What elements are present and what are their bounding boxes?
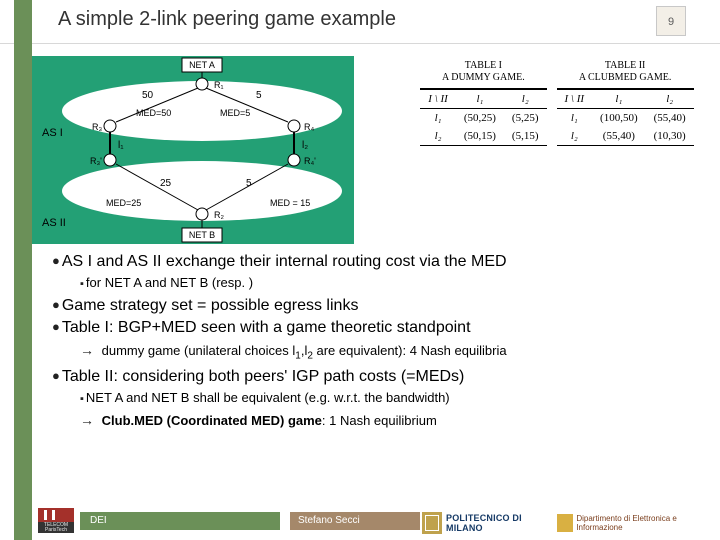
- table1-caption-line2: A DUMMY GAME.: [442, 72, 525, 83]
- polimi-logo-icon: [422, 512, 442, 534]
- polimi-text: POLITECNICO DI MILANO: [446, 513, 551, 533]
- bullet-1-sub: for NET A and NET B (resp. ): [80, 275, 692, 292]
- bullet-2: Game strategy set = possible egress link…: [52, 296, 692, 317]
- svg-text:R₃: R₃: [92, 122, 102, 132]
- bullet-4: Table II: considering both peers' IGP pa…: [52, 367, 692, 388]
- table-1: TABLE I A DUMMY GAME. I \ II l₁ l₂ l₁ (5…: [420, 60, 546, 190]
- svg-text:5: 5: [256, 90, 262, 101]
- dei-logo-icon: [557, 514, 573, 532]
- table1-row2-label: l₂: [420, 127, 456, 146]
- svg-text:R₄: R₄: [304, 122, 314, 132]
- table2-col1: l₁: [592, 89, 646, 109]
- svg-text:MED = 15: MED = 15: [270, 198, 310, 208]
- page-number: 9: [656, 6, 686, 36]
- table2-col2: l₂: [646, 89, 694, 109]
- svg-text:NET B: NET B: [189, 230, 215, 240]
- svg-text:R₁: R₁: [214, 80, 224, 90]
- b4s2-b: Club.MED (Coordinated MED) game: [102, 413, 322, 428]
- table1-r2c1: (50,15): [456, 127, 504, 146]
- b3sub-a: dummy game (unilateral choices l: [102, 343, 296, 358]
- table1-col2: l₂: [504, 89, 547, 109]
- paristech-text: ParisTech: [45, 527, 67, 533]
- table2-r2c2: (10,30): [646, 127, 694, 146]
- table1-corner: I \ II: [420, 89, 456, 109]
- table2-caption: TABLE II A CLUBMED GAME.: [557, 60, 694, 84]
- table2-row1-label: l₁: [557, 109, 593, 128]
- table1-r1c2: (5,25): [504, 109, 547, 128]
- footer-polimi: POLITECNICO DI MILANO Dipartimento di El…: [422, 512, 712, 534]
- bullet-list: AS I and AS II exchange their internal r…: [52, 252, 692, 433]
- footer-dept: DEI: [80, 512, 280, 530]
- footer: TELECOMParisTech DEI Stefano Secci POLIT…: [0, 506, 720, 540]
- table1-col1: l₁: [456, 89, 504, 109]
- svg-text:R₄': R₄': [304, 156, 316, 166]
- table2-r1c1: (100,50): [592, 109, 646, 128]
- svg-text:NET A: NET A: [189, 60, 215, 70]
- svg-text:AS I: AS I: [42, 127, 63, 139]
- table1-r1c1: (50,25): [456, 109, 504, 128]
- b3sub-c: are equivalent): 4 Nash equilibria: [313, 343, 507, 358]
- table2-corner: I \ II: [557, 89, 593, 109]
- bullet-1: AS I and AS II exchange their internal r…: [52, 252, 692, 273]
- table2-caption-line1: TABLE II: [605, 60, 646, 71]
- table-2: TABLE II A CLUBMED GAME. I \ II l₁ l₂ l₁…: [557, 60, 694, 190]
- svg-text:l₂: l₂: [302, 140, 308, 151]
- left-stripe: [14, 0, 32, 540]
- table1-row1-label: l₁: [420, 109, 456, 128]
- svg-text:R₃': R₃': [90, 156, 102, 166]
- telecom-logo: TELECOMParisTech: [38, 508, 74, 536]
- upper-content: NET A NET B R₁ R₃ R₄ 50 5 MED=50 MED=5 R…: [32, 56, 720, 244]
- svg-text:25: 25: [160, 178, 172, 189]
- table2-r2c1: (55,40): [592, 127, 646, 146]
- svg-text:AS II: AS II: [42, 217, 66, 229]
- bullet-3: Table I: BGP+MED seen with a game theore…: [52, 318, 692, 339]
- bullet-3-sub: dummy game (unilateral choices l1,l2 are…: [80, 341, 692, 363]
- tables-region: TABLE I A DUMMY GAME. I \ II l₁ l₂ l₁ (5…: [368, 60, 720, 190]
- table2-caption-line2: A CLUBMED GAME.: [579, 72, 672, 83]
- svg-text:MED=50: MED=50: [136, 108, 171, 118]
- svg-text:MED=5: MED=5: [220, 108, 250, 118]
- bullet-4-sub1: NET A and NET B shall be equivalent (e.g…: [80, 390, 692, 407]
- table2-row2-label: l₂: [557, 127, 593, 146]
- table2-r1c2: (55,40): [646, 109, 694, 128]
- svg-text:50: 50: [142, 90, 154, 101]
- footer-author: Stefano Secci: [290, 512, 420, 530]
- table1-r2c2: (5,15): [504, 127, 547, 146]
- bullet-4-sub2: Club.MED (Coordinated MED) game: 1 Nash …: [80, 411, 692, 430]
- dei-text: Dipartimento di Elettronica e Informazio…: [576, 514, 712, 532]
- svg-text:MED=25: MED=25: [106, 198, 141, 208]
- table1-caption-line1: TABLE I: [465, 60, 502, 71]
- table1-caption: TABLE I A DUMMY GAME.: [420, 60, 546, 84]
- svg-text:R₂: R₂: [214, 210, 224, 220]
- slide-title: A simple 2-link peering game example: [58, 8, 720, 31]
- svg-text:5: 5: [246, 178, 252, 189]
- slide-header: A simple 2-link peering game example 9: [0, 0, 720, 44]
- b4s2-c: : 1 Nash equilibrium: [322, 413, 437, 428]
- network-diagram: NET A NET B R₁ R₃ R₄ 50 5 MED=50 MED=5 R…: [32, 56, 354, 244]
- svg-text:l₁: l₁: [118, 140, 124, 151]
